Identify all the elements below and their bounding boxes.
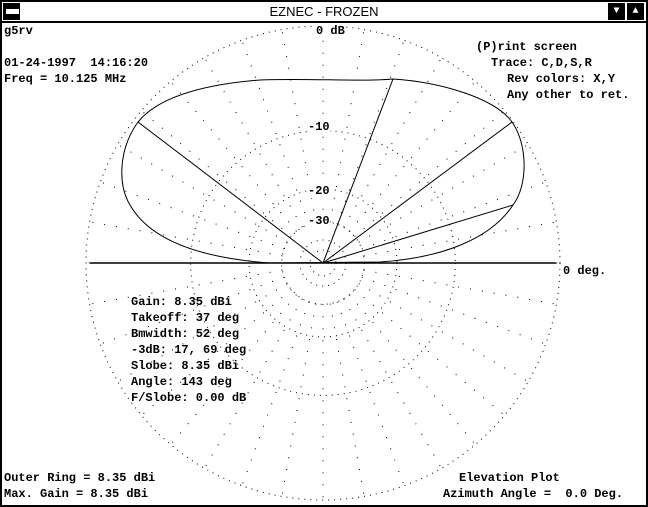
- grid-radial: [336, 40, 405, 225]
- grid-radial: [354, 110, 505, 237]
- stat-3db: -3dB: 17, 69 deg: [131, 343, 247, 357]
- ring-label-30: -30: [308, 214, 330, 228]
- grid-radial: [349, 81, 476, 232]
- grid-radial: [336, 301, 405, 486]
- pattern-marker-line: [322, 121, 513, 264]
- pattern-marker-line: [137, 121, 324, 264]
- grid-radial: [361, 276, 546, 345]
- outer-ring-value: Outer Ring = 8.35 dBi: [4, 471, 156, 485]
- title-bar[interactable]: EZNEC - FROZEN ▼ ▲: [2, 2, 646, 23]
- stat-takeoff: Takeoff: 37 deg: [131, 311, 240, 325]
- model-name: g5rv: [4, 24, 33, 38]
- ring-label-10: -10: [308, 120, 330, 134]
- rev-colors-hint: Rev colors: X,Y: [507, 72, 616, 86]
- stat-gain: Gain: 8.35 dBi: [131, 295, 232, 309]
- grid-radial: [329, 303, 365, 497]
- grid-radial: [343, 298, 442, 469]
- plot-type: Elevation Plot: [459, 471, 560, 485]
- grid-radial: [281, 303, 317, 497]
- grid-radial: [241, 301, 310, 486]
- ring-label-20: -20: [308, 184, 330, 198]
- stat-fslobe: F/Slobe: 0.00 dB: [131, 391, 247, 405]
- grid-radial: [361, 181, 546, 250]
- stat-slobe: Slobe: 8.35 dBi: [131, 359, 240, 373]
- max-gain-value: Max. Gain = 8.35 dBi: [4, 487, 149, 501]
- grid-radial: [354, 289, 505, 416]
- grid-radial: [89, 221, 283, 257]
- frequency: Freq = 10.125 MHz: [4, 72, 127, 86]
- grid-radial: [204, 57, 303, 228]
- datetime: 01-24-1997 14:16:20: [4, 56, 149, 70]
- stat-angle: Angle: 143 deg: [131, 375, 232, 389]
- trace-hint: Trace: C,D,S,R: [491, 56, 592, 70]
- pattern-marker-line: [322, 78, 394, 264]
- ring-label-0db: 0 dB: [316, 24, 345, 38]
- grid-radial: [358, 283, 529, 382]
- window-title: EZNEC - FROZEN: [269, 4, 379, 19]
- minimize-icon[interactable]: ▼: [608, 3, 625, 20]
- grid-radial: [170, 81, 297, 232]
- return-hint: Any other to ret.: [507, 88, 630, 102]
- grid-radial: [349, 294, 476, 445]
- system-menu-icon[interactable]: [3, 3, 20, 20]
- grid-radial: [358, 144, 529, 243]
- azimuth-angle: Azimuth Angle = 0.0 Deg.: [443, 487, 624, 501]
- grid-radial: [100, 181, 285, 250]
- pattern-marker-line: [322, 204, 514, 264]
- grid-radial: [141, 110, 292, 237]
- grid-radial: [117, 144, 288, 243]
- print-screen-hint[interactable]: (P)rint screen: [476, 40, 577, 54]
- stat-bmwidth: Bmwidth: 52 deg: [131, 327, 240, 341]
- maximize-icon[interactable]: ▲: [627, 3, 644, 20]
- pattern-lobe: [121, 78, 525, 264]
- grid-radial: [241, 40, 310, 225]
- angle-label-0deg: 0 deg.: [563, 264, 607, 278]
